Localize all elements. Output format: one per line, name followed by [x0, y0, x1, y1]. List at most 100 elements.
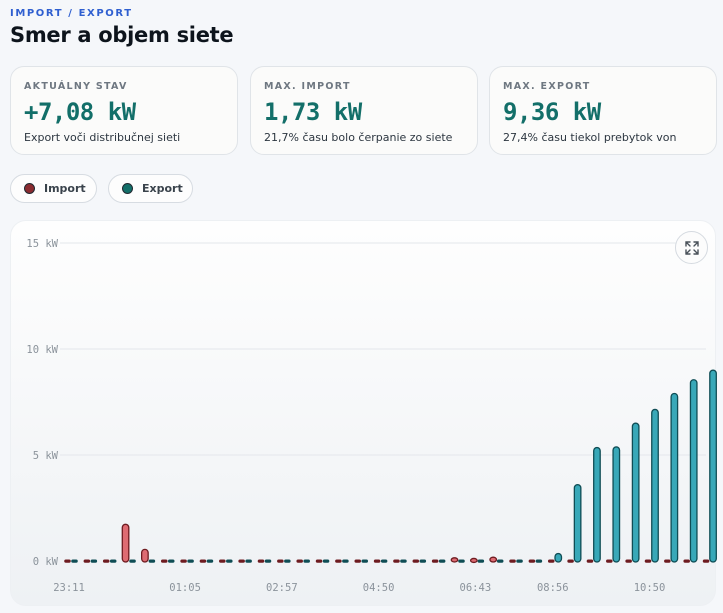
card-value: +7,08 kW	[24, 98, 136, 126]
card-max-import: MAX. IMPORT 1,73 kW 21,7% času bolo čerp…	[250, 66, 478, 155]
export-bar	[612, 446, 621, 563]
import-bar-baseline	[199, 559, 207, 563]
y-tick-label: 15 kW	[26, 238, 58, 250]
import-bar-baseline	[644, 559, 652, 563]
card-label: MAX. IMPORT	[264, 81, 351, 92]
import-bar-baseline	[219, 559, 226, 563]
export-bar-baseline	[303, 559, 310, 563]
import-bar-baseline	[664, 559, 671, 563]
x-tick-label: 23:11	[53, 582, 85, 594]
import-bar-baseline	[683, 559, 690, 563]
export-bar	[709, 369, 717, 563]
x-tick-label: 06:43	[460, 582, 492, 594]
export-bar-baseline	[535, 559, 543, 563]
import-bar-baseline	[431, 559, 439, 563]
import-bar-baseline	[315, 559, 323, 563]
export-bar-baseline	[245, 559, 252, 563]
import-bar-baseline	[373, 559, 381, 563]
export-bar-baseline	[148, 559, 156, 563]
section-eyebrow: IMPORT / EXPORT	[10, 8, 133, 19]
card-value: 9,36 kW	[503, 98, 601, 126]
export-bar-baseline	[129, 559, 136, 563]
card-value: 1,73 kW	[264, 98, 362, 126]
legend-label-export: Export	[142, 182, 183, 195]
import-bar	[121, 523, 130, 563]
import-bar-baseline	[238, 559, 245, 563]
import-bar-baseline	[335, 559, 342, 563]
import-bar	[140, 548, 149, 563]
import-bar	[489, 556, 498, 563]
export-dot-icon	[122, 183, 133, 194]
import-dot-icon	[24, 183, 35, 194]
export-bar-baseline	[71, 559, 78, 563]
import-bar-baseline	[83, 559, 91, 563]
export-bar	[554, 552, 563, 563]
legend-label-import: Import	[44, 182, 86, 195]
import-bar-baseline	[64, 559, 71, 563]
y-tick-label: 10 kW	[26, 344, 58, 356]
export-bar-baseline	[438, 559, 446, 563]
import-bar-baseline	[528, 559, 536, 563]
export-bar-baseline	[226, 559, 233, 563]
export-bar-baseline	[361, 559, 368, 563]
import-bar-baseline	[257, 559, 265, 563]
import-bar-baseline	[412, 559, 420, 563]
export-bar-baseline	[380, 559, 388, 563]
export-bar-baseline	[458, 559, 465, 563]
card-label: AKTUÁLNY STAV	[24, 81, 128, 92]
x-tick-label: 02:57	[266, 582, 298, 594]
import-bar-baseline	[586, 559, 594, 563]
export-bar-baseline	[342, 559, 349, 563]
import-bar-baseline	[277, 559, 284, 563]
card-description: 27,4% času tiekol prebytok von	[503, 131, 677, 144]
card-label: MAX. EXPORT	[503, 81, 591, 92]
card-current-state: AKTUÁLNY STAV +7,08 kW Export voči distr…	[10, 66, 238, 155]
import-bar-baseline	[180, 559, 187, 563]
export-bar	[670, 392, 679, 563]
export-bar-baseline	[264, 559, 272, 563]
legend-toggle-import[interactable]: Import	[10, 174, 97, 203]
export-bar-baseline	[109, 559, 117, 563]
export-bar-baseline	[322, 559, 330, 563]
export-bar-baseline	[187, 559, 194, 563]
export-bar-baseline	[284, 559, 291, 563]
import-bar-baseline	[354, 559, 361, 563]
expand-icon	[684, 240, 699, 255]
x-tick-label: 04:50	[363, 582, 395, 594]
export-bar-baseline	[419, 559, 427, 563]
import-bar-baseline	[567, 559, 574, 563]
import-bar-baseline	[625, 559, 632, 563]
y-tick-label: 5 kW	[33, 450, 59, 462]
y-tick-label: 0 kW	[33, 556, 59, 568]
x-tick-label: 10:50	[634, 582, 666, 594]
expand-chart-button[interactable]	[675, 231, 708, 264]
import-bar-baseline	[509, 559, 516, 563]
export-bar-baseline	[496, 559, 504, 563]
export-bar	[689, 379, 698, 563]
export-bar-baseline	[400, 559, 407, 563]
export-bar	[631, 422, 640, 563]
page-title: Smer a objem siete	[10, 23, 234, 47]
x-tick-label: 01:05	[169, 582, 201, 594]
import-bar	[450, 557, 459, 563]
card-description: Export voči distribučnej sieti	[24, 131, 181, 144]
card-max-export: MAX. EXPORT 9,36 kW 27,4% času tiekol pr…	[489, 66, 717, 155]
export-bar-baseline	[516, 559, 523, 563]
import-bar	[469, 557, 478, 564]
import-bar-baseline	[606, 559, 613, 563]
import-bar-baseline	[296, 559, 303, 563]
export-bar	[573, 484, 582, 563]
import-bar-baseline	[548, 559, 555, 563]
import-bar-baseline	[102, 559, 110, 563]
import-bar-baseline	[161, 559, 168, 563]
x-tick-label: 08:56	[537, 582, 569, 594]
export-bar-baseline	[168, 559, 175, 563]
export-bar	[651, 408, 659, 563]
import-bar-baseline	[702, 559, 710, 563]
import-bar-baseline	[393, 559, 400, 563]
export-bar-baseline	[90, 559, 98, 563]
card-description: 21,7% času bolo čerpanie zo siete	[264, 131, 453, 144]
legend-toggle-export[interactable]: Export	[108, 174, 193, 203]
export-bar	[593, 446, 601, 563]
